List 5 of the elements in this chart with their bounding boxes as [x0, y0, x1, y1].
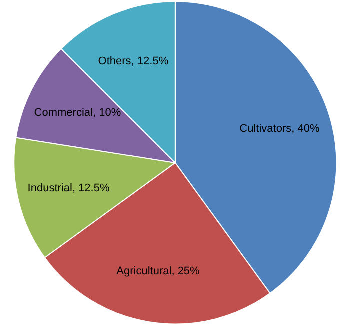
slice-label: Industrial, 12.5%	[28, 182, 110, 195]
slice-label: Commercial, 10%	[34, 107, 122, 120]
slice-label: Cultivators, 40%	[240, 123, 320, 136]
slice-label: Others, 12.5%	[98, 56, 169, 68]
slice-label: Agricultural, 25%	[116, 265, 200, 278]
